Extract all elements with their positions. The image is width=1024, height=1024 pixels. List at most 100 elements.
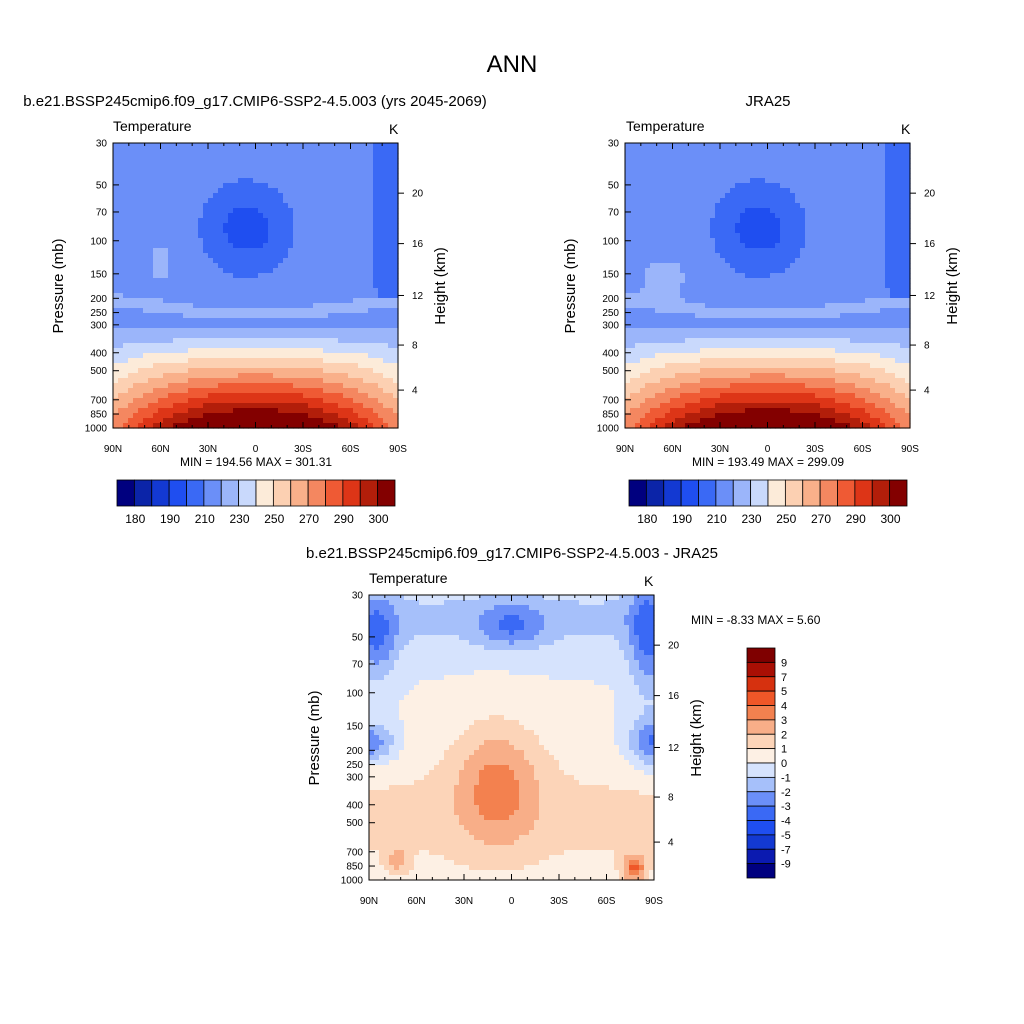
panel-model-cell bbox=[118, 283, 124, 289]
panel-model-cell bbox=[303, 368, 309, 374]
panel-model-cell bbox=[248, 378, 254, 384]
panel-model-cell bbox=[328, 213, 334, 219]
panel-model-cell bbox=[388, 423, 394, 429]
panel-obs-cell bbox=[655, 253, 661, 259]
panel-model-cell bbox=[208, 183, 214, 189]
panel-obs-cell bbox=[890, 223, 896, 229]
panel-model-cell bbox=[218, 258, 224, 264]
panel-model-cell bbox=[153, 143, 159, 149]
panel-model-cell bbox=[283, 358, 289, 364]
panel-model-cell bbox=[118, 153, 124, 159]
panel-obs-cell bbox=[860, 173, 866, 179]
panel-obs-cell bbox=[835, 268, 841, 274]
panel-model-cell bbox=[323, 303, 329, 309]
panel-model-cell bbox=[118, 318, 124, 324]
panel-obs-cell bbox=[905, 203, 911, 209]
panel-obs-cell bbox=[665, 183, 671, 189]
panel-model-cell bbox=[128, 388, 134, 394]
panel-obs-cell bbox=[890, 248, 896, 254]
panel-model-cell bbox=[138, 288, 144, 294]
panel-model-cell bbox=[373, 223, 379, 229]
panel-obs-cell bbox=[760, 148, 766, 154]
panel-model-cell bbox=[323, 398, 329, 404]
panel-obs-cell bbox=[820, 203, 826, 209]
panel-model-cell bbox=[218, 318, 224, 324]
panel-model-cell bbox=[178, 408, 184, 414]
panel-obs-cell bbox=[650, 233, 656, 239]
panel-obs-cell bbox=[675, 283, 681, 289]
panel-obs-cell bbox=[905, 253, 911, 259]
panel-model-cell bbox=[168, 148, 174, 154]
panel-obs-cell bbox=[845, 188, 851, 194]
panel-model-cell bbox=[153, 188, 159, 194]
panel-model-cell bbox=[278, 373, 284, 379]
panel-obs-cell bbox=[650, 208, 656, 214]
panel-obs-cell bbox=[630, 238, 636, 244]
panel-model-cell bbox=[383, 158, 389, 164]
panel-model-cell bbox=[358, 378, 364, 384]
panel-model-cell bbox=[378, 168, 384, 174]
panel-obs-cell bbox=[885, 213, 891, 219]
panel-model-cell bbox=[198, 383, 204, 389]
panel-model-colorbar-label: 190 bbox=[160, 512, 180, 526]
panel-obs-cell bbox=[830, 268, 836, 274]
panel-model-cell bbox=[193, 328, 199, 334]
panel-model-cell bbox=[178, 293, 184, 299]
panel-model-cell bbox=[258, 328, 264, 334]
panel-model-cell bbox=[153, 228, 159, 234]
panel-model-cell bbox=[268, 408, 274, 414]
panel-obs-cell bbox=[790, 213, 796, 219]
panel-obs-cell bbox=[845, 223, 851, 229]
panel-obs-cell bbox=[825, 188, 831, 194]
panel-obs-cell bbox=[670, 213, 676, 219]
panel-model-cell bbox=[198, 338, 204, 344]
panel-model-cell bbox=[293, 253, 299, 259]
panel-model-cell bbox=[388, 153, 394, 159]
panel-model-cell bbox=[213, 143, 219, 149]
panel-model-cell bbox=[163, 203, 169, 209]
panel-obs-cell bbox=[750, 153, 756, 159]
panel-model-cell bbox=[383, 258, 389, 264]
panel-obs-cell bbox=[760, 173, 766, 179]
panel-model-cell bbox=[383, 378, 389, 384]
panel-obs-cell bbox=[730, 173, 736, 179]
panel-model-cell bbox=[248, 278, 254, 284]
panel-obs-cell bbox=[675, 278, 681, 284]
panel-obs-cell bbox=[765, 153, 771, 159]
panel-model-cell bbox=[218, 248, 224, 254]
panel-model-cell bbox=[373, 418, 379, 424]
panel-model-cell bbox=[373, 313, 379, 319]
panel-model-cell bbox=[143, 188, 149, 194]
panel-obs-cell bbox=[650, 148, 656, 154]
panel-model-cell bbox=[123, 233, 129, 239]
panel-model-cell bbox=[178, 308, 184, 314]
panel-model-cell bbox=[173, 338, 179, 344]
panel-model-cell bbox=[123, 143, 129, 149]
panel-model-cell bbox=[383, 398, 389, 404]
panel-model-cell bbox=[283, 323, 289, 329]
panel-model-cell bbox=[378, 363, 384, 369]
panel-model-cell bbox=[308, 203, 314, 209]
panel-model-cell bbox=[363, 273, 369, 279]
panel-model-cell bbox=[203, 338, 209, 344]
panel-obs-cell bbox=[715, 258, 721, 264]
panel-model-cell bbox=[198, 393, 204, 399]
panel-model-cell bbox=[133, 223, 139, 229]
panel-obs-cell bbox=[895, 218, 901, 224]
panel-obs-cell bbox=[775, 183, 781, 189]
panel-model-cell bbox=[283, 403, 289, 409]
panel-model-cell bbox=[303, 218, 309, 224]
panel-model-cell bbox=[378, 253, 384, 259]
panel-obs-cell bbox=[870, 248, 876, 254]
panel-obs-cell bbox=[655, 183, 661, 189]
panel-obs-cell bbox=[845, 163, 851, 169]
panel-model-cell bbox=[303, 278, 309, 284]
panel-model-cell bbox=[128, 223, 134, 229]
panel-model-cell bbox=[273, 333, 279, 339]
panel-obs-cell bbox=[675, 153, 681, 159]
panel-obs-cell bbox=[625, 248, 631, 254]
panel-model-cell bbox=[203, 248, 209, 254]
panel-obs-cell bbox=[760, 178, 766, 184]
panel-model-cell bbox=[303, 193, 309, 199]
panel-model-cell bbox=[248, 313, 254, 319]
